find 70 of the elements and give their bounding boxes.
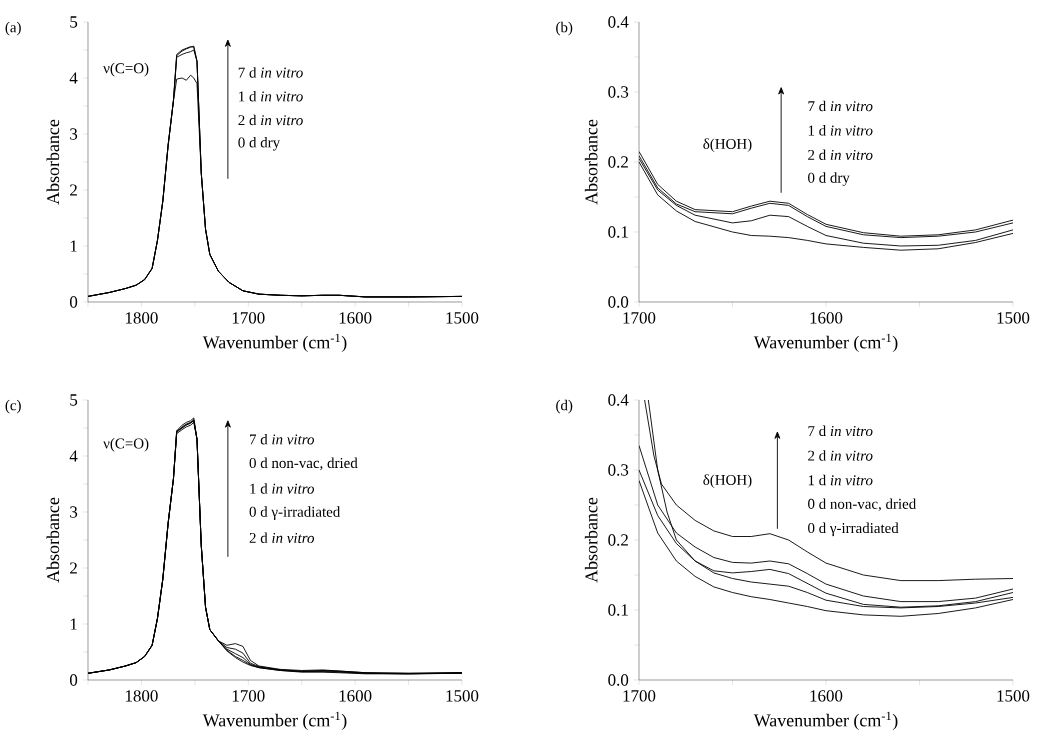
x-tick-label: 1500 bbox=[446, 312, 479, 324]
annotation: 0 d γ-irradiated bbox=[808, 522, 899, 537]
y-tick-label: 1 bbox=[70, 618, 77, 630]
y-tick-label: 4 bbox=[69, 72, 78, 84]
y-tick-label: 2 bbox=[70, 562, 77, 574]
y-tick-label: 0.2 bbox=[608, 534, 628, 546]
y-axis-title: Absorbance bbox=[584, 497, 598, 583]
y-tick-label: 0.1 bbox=[608, 604, 628, 616]
y-tick-label: 2 bbox=[70, 184, 77, 196]
y-tick-label: 5 bbox=[70, 16, 78, 28]
x-tick-label: 1700 bbox=[623, 690, 656, 702]
y-tick-label: 1 bbox=[70, 240, 77, 252]
y-tick-label: 0.3 bbox=[608, 86, 629, 98]
x-tick-label: 1800 bbox=[125, 690, 158, 702]
annotation: 1 d in vitro bbox=[808, 125, 873, 136]
y-tick-label: 0.3 bbox=[608, 464, 629, 476]
x-tick-label: 1600 bbox=[339, 312, 372, 324]
y-axis-title: Absorbance bbox=[584, 119, 598, 205]
x-tick-label: 1700 bbox=[232, 690, 265, 702]
x-axis-title: Wavenumber (cm$^{-1}$) bbox=[753, 711, 898, 731]
y-tick-label: 0 bbox=[69, 296, 78, 308]
annotation: 2 d in vitro bbox=[238, 114, 303, 126]
x-axis-title: Wavenumber (cm$^{-1}$) bbox=[753, 333, 898, 353]
annotation: 0 d dry bbox=[238, 137, 281, 151]
annotation: 1 d in vitro bbox=[808, 474, 873, 486]
y-tick-label: 0.0 bbox=[608, 674, 629, 686]
annotation: 2 d in vitro bbox=[808, 450, 873, 461]
x-tick-label: 1500 bbox=[997, 690, 1030, 702]
annotation: 2 d in vitro bbox=[808, 149, 873, 160]
y-tick-label: 5 bbox=[70, 394, 78, 406]
annotation: ν(C=O) bbox=[103, 62, 149, 77]
annotation: δ(HOH) bbox=[703, 138, 752, 153]
chart-title: (c) bbox=[5, 399, 21, 414]
y-tick-label: 0.0 bbox=[608, 296, 629, 308]
chart-title: (d) bbox=[556, 399, 573, 414]
annotation: 0 d γ-irradiated bbox=[249, 506, 341, 520]
y-tick-label: 3 bbox=[70, 506, 78, 518]
annotation: δ(HOH) bbox=[703, 474, 752, 489]
annotation: 0 d non-vac, dried bbox=[249, 457, 358, 471]
annotation: 0 d non-vac, dried bbox=[808, 498, 917, 512]
annotation: 7 d in vitro bbox=[808, 425, 873, 437]
chart-title: (a) bbox=[5, 21, 21, 36]
x-tick-label: 1700 bbox=[623, 312, 656, 324]
x-tick-label: 1600 bbox=[810, 312, 843, 324]
annotation: 0 d dry bbox=[808, 172, 850, 186]
x-tick-label: 1500 bbox=[446, 690, 479, 702]
annotation: 1 d in vitro bbox=[250, 483, 315, 494]
y-tick-label: 0.4 bbox=[608, 394, 629, 406]
x-tick-label: 1600 bbox=[339, 690, 372, 702]
annotation: ν(C=O) bbox=[103, 438, 149, 452]
annotation: 7 d in vitro bbox=[238, 67, 303, 78]
x-tick-label: 1800 bbox=[125, 312, 158, 324]
y-axis-title: Absorbance bbox=[46, 497, 60, 583]
annotation: 7 d in vitro bbox=[808, 100, 873, 112]
x-tick-label: 1700 bbox=[232, 312, 265, 324]
x-tick-label: 1600 bbox=[810, 690, 843, 702]
y-tick-label: 0.1 bbox=[608, 226, 628, 238]
chart-title: (b) bbox=[556, 21, 573, 36]
y-tick-label: 0.2 bbox=[608, 156, 628, 168]
annotation: 2 d in vitro bbox=[249, 532, 315, 544]
y-tick-label: 0 bbox=[69, 674, 78, 686]
y-tick-label: 4 bbox=[69, 450, 78, 462]
annotation: 1 d in vitro bbox=[239, 90, 303, 102]
x-axis-title: Wavenumber (cm$^{-1}$) bbox=[202, 711, 347, 731]
x-tick-label: 1500 bbox=[997, 312, 1030, 324]
annotation: 7 d in vitro bbox=[250, 433, 315, 445]
y-tick-label: 3 bbox=[70, 128, 78, 140]
y-axis-title: Absorbance bbox=[46, 119, 60, 205]
x-axis-title: Wavenumber (cm$^{-1}$) bbox=[202, 333, 347, 353]
y-tick-label: 0.4 bbox=[608, 16, 629, 28]
